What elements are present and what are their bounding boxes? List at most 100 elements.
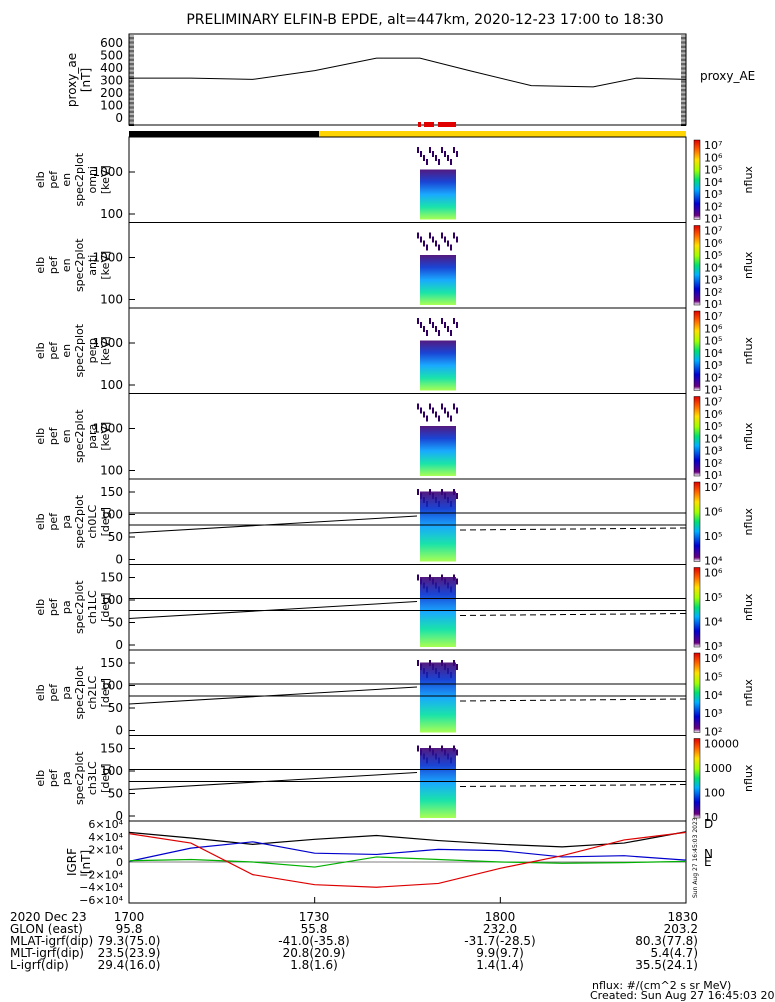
panel-ytick-label-5: 100 — [100, 593, 123, 607]
panel-ytick-label-0: 1000 — [92, 165, 123, 179]
colorbar-1 — [693, 225, 701, 306]
spectrogram-speck-2 — [432, 322, 434, 328]
panel-ytick-label-4: 100 — [100, 508, 123, 522]
spectrogram-speck-3 — [447, 411, 449, 418]
proxy-ae-tick-label: 500 — [100, 49, 123, 63]
spectrogram-speck-1 — [441, 232, 443, 239]
panel-ytick-label-3: 100 — [100, 464, 123, 478]
spectrogram-speck-1 — [450, 244, 452, 251]
cbar-tick-label-1: 10³ — [704, 274, 722, 287]
footer-row-label: GLON (east) — [10, 922, 83, 936]
spectrogram-speck-3 — [444, 407, 446, 414]
proxy-ae-tick-label: 300 — [100, 74, 123, 88]
cbar-tick-label-2: 10² — [704, 371, 722, 384]
science-zone-mark — [424, 122, 434, 127]
panel-ylabel-1: spec2plot — [73, 238, 86, 292]
cbar-tick-label-0: 10⁶ — [704, 151, 723, 164]
attitude-bar-yellow — [319, 131, 686, 137]
cbar-tick-label-3: 10³ — [704, 445, 722, 458]
footer-row-label: L-igrf(dip) — [10, 958, 69, 972]
cbar-tick-label-6: 10⁴ — [704, 689, 723, 702]
cbar-tick-label-3: 10² — [704, 457, 722, 470]
colorbar-6 — [693, 652, 701, 733]
spectrogram-speck-1 — [417, 232, 419, 239]
spectrogram-speck-4 — [456, 493, 458, 499]
spectrogram-speck-3 — [423, 411, 425, 418]
footer-value: 203.2 — [664, 922, 698, 936]
cbar-tick-label-1: 10⁷ — [704, 225, 722, 238]
footer-row-label: MLT-igrf(dip) — [10, 946, 84, 960]
panel-frame-6 — [128, 649, 687, 736]
footer-value: -31.7(-28.5) — [464, 934, 535, 948]
footer-value: 20.8(20.9) — [283, 946, 346, 960]
cbar-tick-label-0: 10⁷ — [704, 139, 722, 152]
proxy-ae-ylabel-unit: [nT] — [79, 68, 93, 92]
spectrogram-speck-1 — [423, 240, 425, 247]
panel-ylabel-6: elb — [34, 684, 47, 701]
panel-ytick-label-6: 50 — [108, 701, 123, 715]
panel-frame-5 — [128, 564, 687, 651]
cbar-tick-label-6: 10⁵ — [704, 670, 722, 683]
spectrogram-speck-6 — [417, 660, 419, 666]
cbar-tick-label-5: 10⁵ — [704, 591, 722, 604]
panel-ylabel-5: ch1LC — [86, 590, 99, 624]
panel-ylabel-7: pef — [47, 768, 60, 787]
spectrogram-burst-6 — [420, 662, 456, 733]
cbar-label-1: nflux — [742, 251, 755, 279]
panel-ytick-label-1: 100 — [100, 293, 123, 307]
panel-ylabel-4: pef — [47, 512, 60, 531]
spectrogram-speck-5 — [417, 574, 419, 581]
cbar-tick-label-1: 10² — [704, 286, 722, 299]
igrf-series-line-0 — [128, 831, 687, 848]
spectrogram-speck-0 — [444, 151, 446, 157]
cbar-tick-label-2: 10⁷ — [704, 310, 722, 323]
cbar-tick-label-2: 10⁶ — [704, 322, 723, 335]
panel-ylabel-6: pa — [60, 686, 73, 700]
footer-value: 1800 — [485, 910, 516, 924]
spectrogram-burst-4 — [420, 491, 456, 562]
cbar-tick-label-3: 10⁵ — [704, 420, 722, 433]
panel-ylabel-4: spec2plot — [73, 494, 86, 548]
cbar-tick-label-4: 10⁵ — [704, 530, 722, 543]
panel-ytick-label-5: 50 — [108, 616, 123, 630]
spectrogram-speck-3 — [435, 411, 437, 418]
panel-ylabel-2: perp — [86, 338, 99, 363]
spectrogram-speck-3 — [441, 403, 443, 410]
igrf-tick-label: 2×10⁴ — [88, 843, 123, 856]
cbar-tick-label-6: 10⁶ — [704, 652, 723, 665]
panel-ytick-label-6: 100 — [100, 679, 123, 693]
spectrogram-speck-1 — [426, 244, 428, 251]
footer-value: 29.4(16.0) — [98, 958, 161, 972]
spectrogram-speck-1 — [420, 236, 422, 243]
attitude-bar-black — [129, 131, 319, 137]
spectrogram-speck-2 — [450, 330, 452, 336]
panel-ylabel-5: [deg] — [99, 593, 112, 622]
colorbar-0 — [693, 139, 701, 220]
cbar-tick-label-0: 10³ — [704, 188, 722, 201]
lc-slope-line-6 — [128, 686, 418, 705]
cbar-tick-label-3: 10¹ — [704, 469, 722, 482]
footer-value: 23.5(23.9) — [98, 946, 161, 960]
spectrogram-burst-2 — [420, 340, 456, 391]
footer-value: 1.4(1.4) — [476, 958, 524, 972]
spectrogram-speck-1 — [456, 236, 458, 243]
footer-value: 1.8(1.6) — [290, 958, 338, 972]
proxy-ae-line — [129, 57, 687, 88]
panel-ylabel-2: elb — [34, 342, 47, 359]
igrf-tick-label: 4×10⁴ — [88, 831, 123, 844]
spectrogram-burst-3 — [420, 426, 456, 476]
cbar-tick-label-1: 10⁴ — [704, 261, 723, 274]
spectrogram-speck-2 — [423, 326, 425, 332]
footer-value: 35.5(24.1) — [635, 958, 698, 972]
spectrogram-speck-0 — [432, 151, 434, 157]
spectrogram-speck-1 — [432, 236, 434, 243]
cbar-tick-label-5: 10⁶ — [704, 567, 723, 580]
footer-value: 1830 — [667, 910, 698, 924]
proxy-ae-tick-label: 600 — [100, 36, 123, 50]
footer-value: 9.9(9.7) — [476, 946, 524, 960]
footer-value: 55.8 — [301, 922, 328, 936]
cbar-tick-label-4: 10⁶ — [704, 506, 723, 519]
spectrogram-speck-0 — [447, 155, 449, 161]
panel-ylabel-7: elb — [34, 770, 47, 787]
